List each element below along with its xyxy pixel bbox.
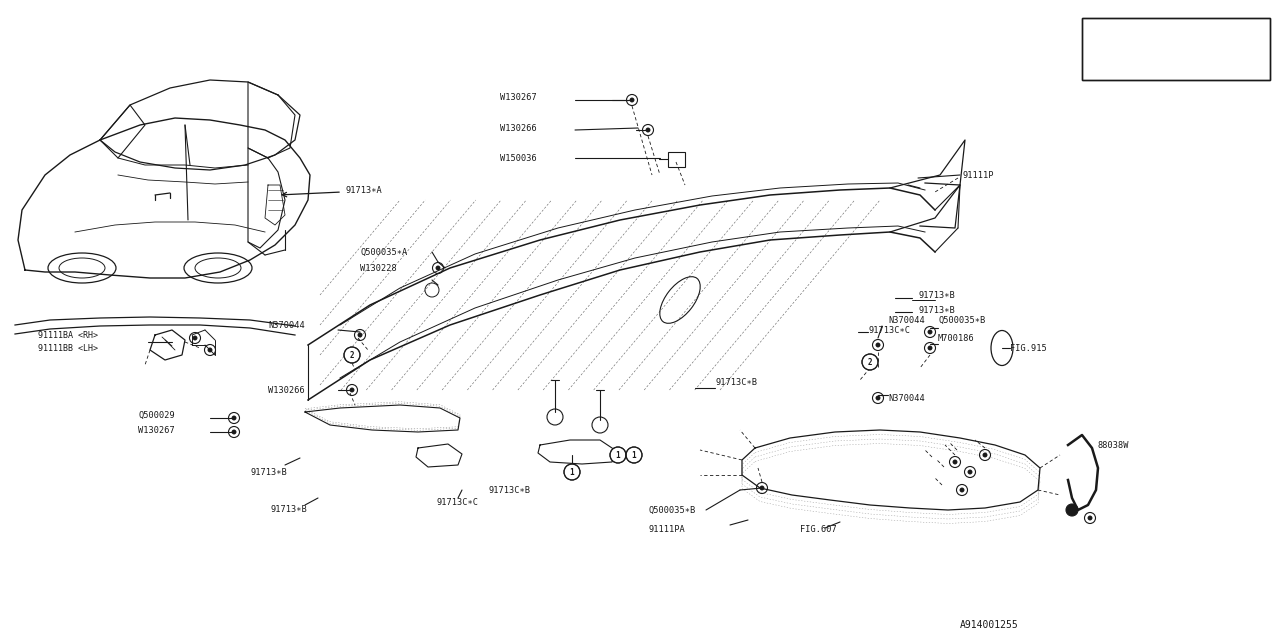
Text: W130267: W130267 xyxy=(138,426,175,435)
Circle shape xyxy=(344,347,360,363)
Text: 91713∗B: 91713∗B xyxy=(918,305,955,314)
Circle shape xyxy=(436,266,440,270)
Circle shape xyxy=(952,460,957,464)
Text: 91713C*A: 91713C*A xyxy=(1116,29,1164,38)
Text: 91713C∗B: 91713C∗B xyxy=(716,378,756,387)
Text: W130228: W130228 xyxy=(360,264,397,273)
Text: 1: 1 xyxy=(616,451,621,460)
Text: N370044: N370044 xyxy=(268,321,305,330)
Text: W130267: W130267 xyxy=(500,93,536,102)
Circle shape xyxy=(207,348,212,352)
Circle shape xyxy=(564,464,580,480)
Circle shape xyxy=(611,447,626,463)
Circle shape xyxy=(960,488,964,492)
Text: 91713C∗C: 91713C∗C xyxy=(868,326,910,335)
Text: 1: 1 xyxy=(632,451,636,460)
Text: 1: 1 xyxy=(1093,29,1098,38)
Text: 91111BA <RH>: 91111BA <RH> xyxy=(38,330,99,339)
Circle shape xyxy=(232,430,236,434)
Text: 91713∗B: 91713∗B xyxy=(918,291,955,300)
Circle shape xyxy=(760,486,764,490)
Text: FIG.915: FIG.915 xyxy=(1010,344,1047,353)
Text: 91713C∗B: 91713C∗B xyxy=(488,486,530,495)
Circle shape xyxy=(876,396,881,400)
Circle shape xyxy=(1066,504,1078,516)
Circle shape xyxy=(968,470,972,474)
Text: 2: 2 xyxy=(349,351,355,360)
Circle shape xyxy=(349,388,355,392)
Text: 91111BB <LH>: 91111BB <LH> xyxy=(38,344,99,353)
Bar xyxy=(1082,18,1270,80)
Text: A914001255: A914001255 xyxy=(960,620,1019,630)
Text: Q500035∗A: Q500035∗A xyxy=(360,248,407,257)
Text: 2: 2 xyxy=(868,358,872,367)
Text: 91713∗B: 91713∗B xyxy=(270,506,307,515)
Text: Q500029: Q500029 xyxy=(138,410,175,419)
Circle shape xyxy=(646,128,650,132)
Text: W150036: W150036 xyxy=(500,154,536,163)
Text: FIG.607: FIG.607 xyxy=(800,525,837,534)
Circle shape xyxy=(861,354,878,370)
Text: 91713∗A: 91713∗A xyxy=(346,186,381,195)
Text: Q500035∗B: Q500035∗B xyxy=(938,316,986,324)
Text: 88038W: 88038W xyxy=(1098,440,1129,449)
Bar xyxy=(1082,18,1270,80)
Circle shape xyxy=(1087,56,1105,74)
Circle shape xyxy=(193,336,197,340)
Text: W130266: W130266 xyxy=(268,385,305,394)
Text: Q500035∗B: Q500035∗B xyxy=(648,506,695,515)
Circle shape xyxy=(876,343,881,347)
Circle shape xyxy=(626,447,643,463)
Text: 91111P: 91111P xyxy=(963,170,993,179)
Text: 91713∗B: 91713∗B xyxy=(250,467,287,477)
Circle shape xyxy=(630,98,634,102)
Circle shape xyxy=(928,346,932,350)
Text: N370044: N370044 xyxy=(888,316,924,324)
Circle shape xyxy=(358,333,362,337)
Circle shape xyxy=(1088,516,1092,520)
Circle shape xyxy=(983,453,987,457)
Text: 2: 2 xyxy=(1093,60,1098,69)
Text: W130266: W130266 xyxy=(500,124,536,132)
Circle shape xyxy=(928,330,932,334)
Text: M700186: M700186 xyxy=(938,333,975,342)
Text: N370044: N370044 xyxy=(888,394,924,403)
Text: 1: 1 xyxy=(570,467,575,477)
Circle shape xyxy=(232,416,236,420)
Text: 91111PA: 91111PA xyxy=(648,525,685,534)
Text: M700187: M700187 xyxy=(1116,60,1157,70)
Text: 91713C∗C: 91713C∗C xyxy=(436,497,477,506)
Circle shape xyxy=(1087,24,1105,42)
